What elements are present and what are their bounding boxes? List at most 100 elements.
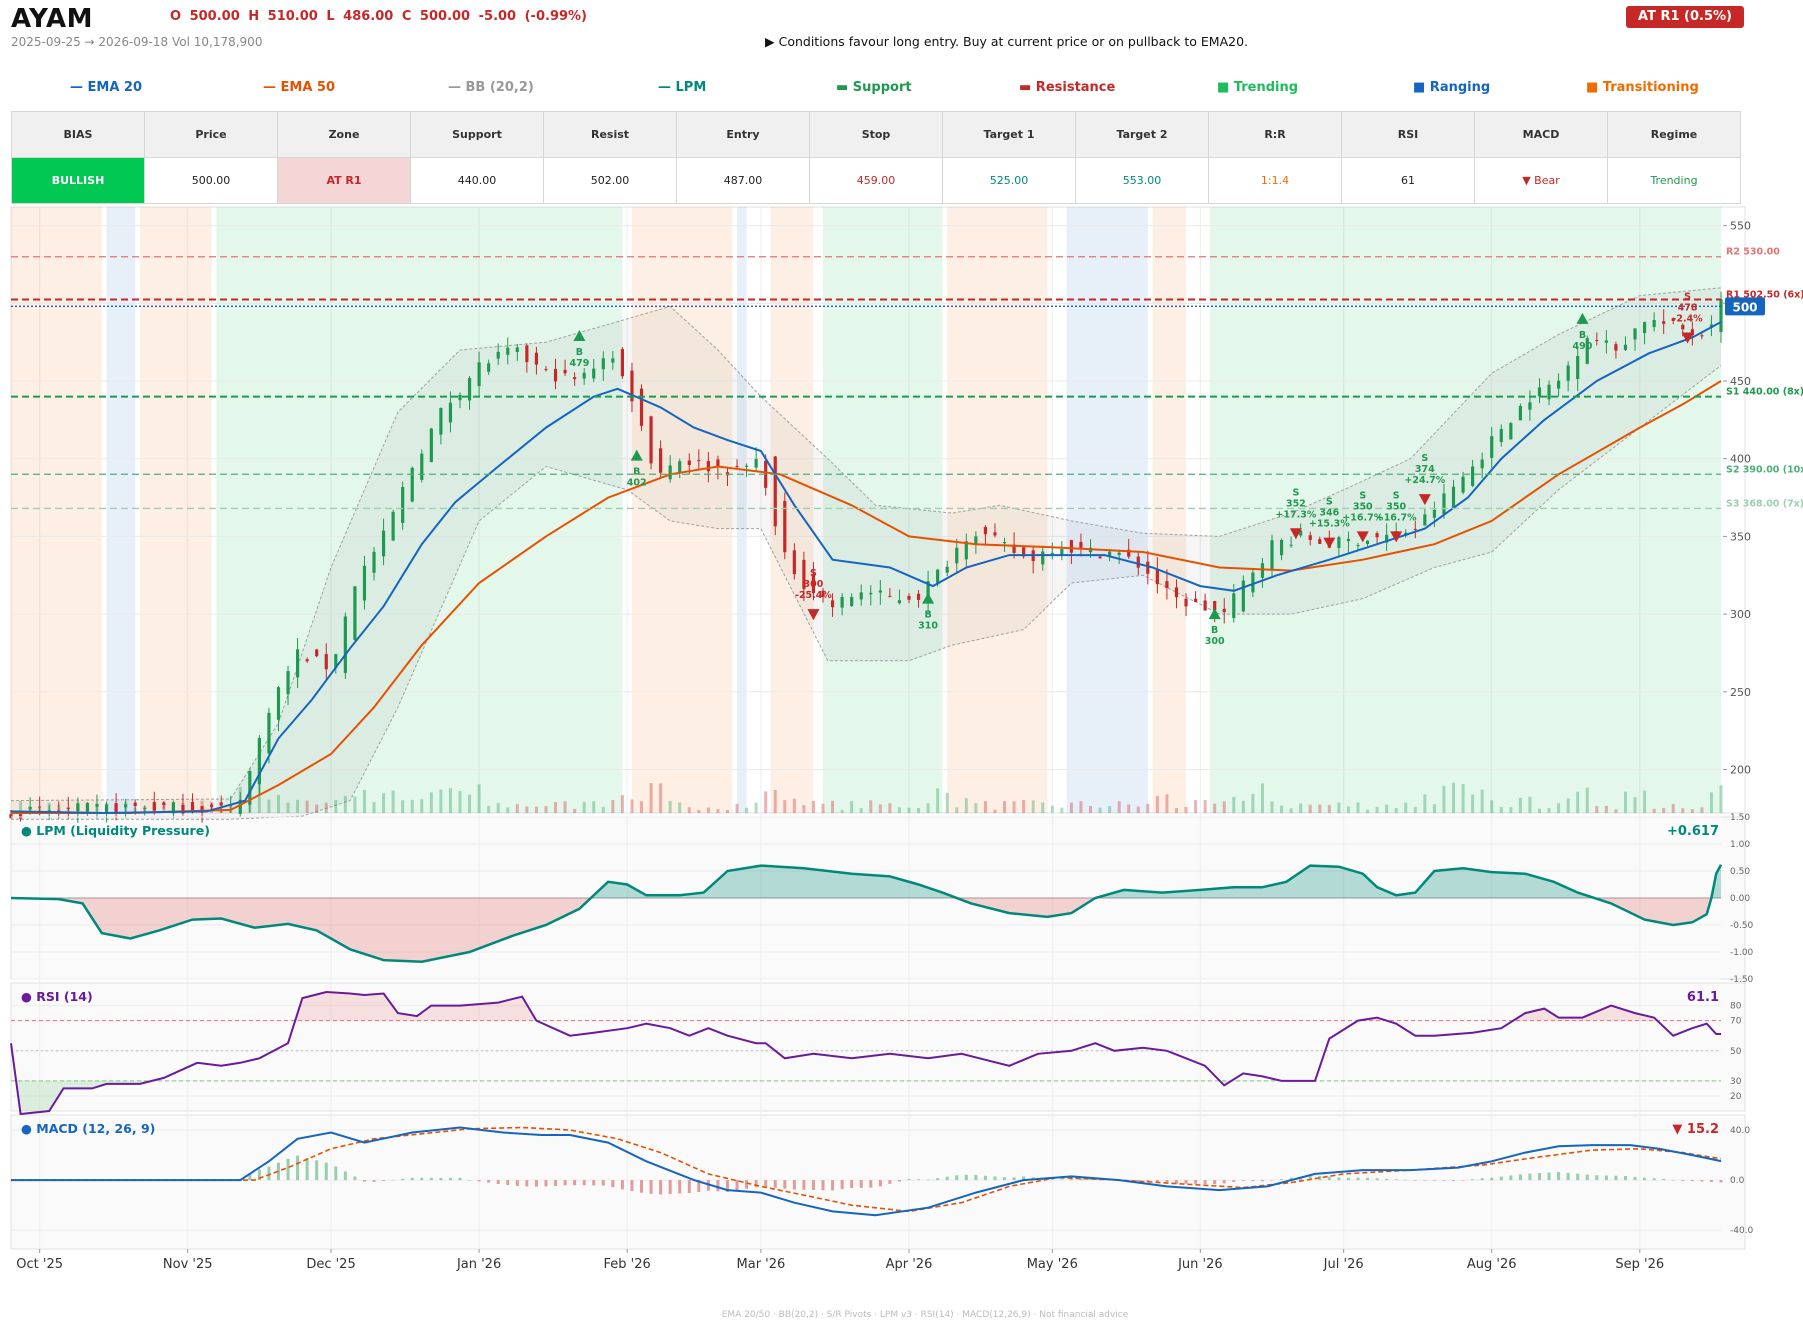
volume-bar	[1671, 803, 1675, 813]
volume-bar	[1012, 801, 1016, 813]
candle-body	[324, 654, 328, 670]
stats-table: BIAS Price Zone Support Resist Entry Sto…	[11, 111, 1741, 204]
candle-body	[439, 407, 443, 435]
trade-price-label: 352	[1286, 498, 1306, 509]
macd-hist-bar	[659, 1180, 663, 1195]
macd-hist-bar	[1404, 1179, 1408, 1181]
macd-hist-bar	[1528, 1173, 1532, 1181]
candle-body	[305, 659, 309, 662]
volume-bar	[1155, 795, 1159, 813]
candle-body	[573, 377, 577, 380]
volume-bar	[764, 791, 768, 813]
candle-body	[315, 649, 319, 657]
regime-band-transitioning	[139, 207, 212, 813]
volume-bar	[515, 804, 519, 813]
volume-bar	[324, 802, 328, 813]
candle-body	[697, 460, 701, 462]
macd-hist-bar	[859, 1180, 863, 1188]
rsi-title: ● RSI (14)	[21, 989, 93, 1004]
lpm-tick-label: 0.50	[1730, 867, 1750, 877]
volume-bar	[1662, 807, 1666, 813]
candle-body	[506, 347, 510, 355]
candle-body	[1623, 344, 1628, 350]
candle-body	[744, 465, 749, 467]
candle-body	[1060, 549, 1064, 555]
macd-hist-bar	[1356, 1177, 1360, 1181]
macd-hist-bar	[1394, 1179, 1398, 1181]
candle-body	[1681, 324, 1685, 330]
macd-hist-bar	[458, 1177, 462, 1181]
candle-body	[190, 801, 195, 812]
volume-bar	[649, 783, 653, 813]
candle-body	[9, 814, 13, 819]
regime-band-transitioning	[770, 207, 814, 813]
macd-hist-bar	[754, 1180, 758, 1188]
macd-hist-bar	[334, 1166, 338, 1181]
candle-body	[897, 600, 902, 604]
macd-hist-bar	[811, 1180, 815, 1191]
candle-body	[1365, 540, 1370, 545]
volume-bar	[1366, 809, 1370, 813]
macd-hist-bar	[697, 1180, 701, 1193]
candle-body	[124, 804, 128, 808]
candle-body	[1413, 528, 1417, 530]
macd-hist-bar	[1423, 1180, 1427, 1181]
candle-body	[1385, 534, 1389, 543]
stats-header-rsi: RSI	[1341, 111, 1475, 158]
stats-header-row: BIAS Price Zone Support Resist Entry Sto…	[11, 111, 1741, 158]
volume-bar	[1088, 806, 1092, 813]
macd-hist-bar	[1709, 1180, 1713, 1182]
candle-body	[783, 501, 787, 553]
volume-bar	[1136, 806, 1140, 813]
x-tick-label: Nov '25	[163, 1257, 213, 1272]
candle-body	[1499, 429, 1503, 443]
stats-header-resist: Resist	[543, 111, 677, 158]
macd-hist-bar	[582, 1180, 586, 1186]
macd-hist-bar	[257, 1169, 261, 1181]
candle-body	[840, 596, 844, 608]
trade-side-label: B	[1211, 625, 1218, 636]
candle-body	[1337, 537, 1341, 549]
x-axis: Oct '25 Nov '25 Dec '25 Jan '26 Feb '26 Mar '…	[16, 1249, 1664, 1272]
volume-bar	[563, 801, 567, 813]
candle-body	[1375, 533, 1379, 538]
candle-body	[1662, 321, 1666, 324]
volume-bar	[353, 796, 357, 813]
volume-bar	[334, 800, 338, 813]
regime-band-ranging	[106, 207, 136, 813]
lpm-line	[10, 864, 1723, 963]
volume-bar	[1700, 807, 1704, 813]
candle-body	[353, 586, 357, 640]
volume-bar	[19, 800, 23, 813]
candle-body	[334, 654, 338, 668]
macd-hist-bar	[649, 1180, 653, 1194]
candle-body	[983, 527, 988, 535]
candle-body	[487, 363, 491, 372]
volume-bar	[477, 784, 481, 813]
volume-bar	[1289, 808, 1293, 813]
macd-hist-bar	[1690, 1180, 1694, 1182]
volume-bar	[1690, 809, 1694, 813]
stats-value-zone: AT R1	[277, 157, 411, 204]
volume-bar	[1499, 807, 1503, 813]
candle-body	[773, 456, 777, 527]
candle-body	[1518, 405, 1522, 421]
volume-bar	[983, 801, 987, 813]
macd-hist-bar	[1537, 1173, 1541, 1181]
candle-body	[181, 804, 185, 814]
volume-bar	[458, 790, 462, 813]
volume-bar	[907, 807, 911, 813]
trade-side-label: B	[924, 610, 931, 621]
volume-bar	[1681, 808, 1685, 813]
volume-bar	[1251, 793, 1255, 813]
lpm-tick-label: 0.00	[1730, 894, 1750, 904]
level-label-support: S3 368.00 (7x)	[1726, 498, 1803, 509]
volume-bar	[1385, 804, 1389, 813]
sell-marker	[1356, 531, 1369, 543]
volume-bars	[9, 782, 1723, 813]
volume-bar	[1528, 796, 1532, 813]
candle-body	[1232, 593, 1236, 619]
volume-bar	[783, 800, 787, 813]
candle-body	[171, 802, 176, 814]
macd-hist-bar	[573, 1180, 577, 1186]
